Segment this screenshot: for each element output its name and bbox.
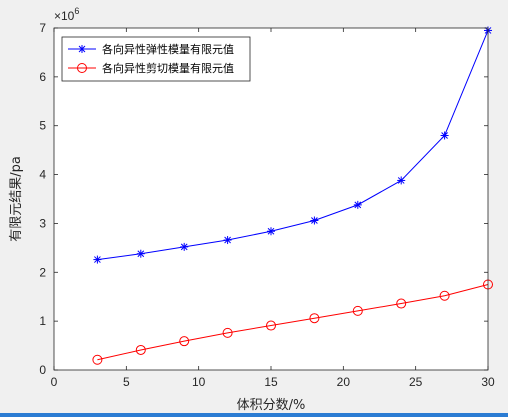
marker-stroke: [441, 132, 448, 139]
y-tick-label: 4: [39, 168, 46, 182]
data-point: [92, 354, 103, 365]
y-tick-label: 5: [39, 119, 46, 133]
marker-stroke: [311, 217, 318, 224]
y-tick-label: 1: [39, 314, 46, 328]
y-axis-label: 有限元结果/pa: [9, 156, 24, 242]
plot-area: [54, 28, 488, 370]
data-point: [266, 320, 276, 331]
x-tick-label: 0: [51, 375, 58, 389]
x-tick-label: 25: [409, 375, 423, 389]
data-point: [93, 255, 102, 264]
data-point: [222, 327, 233, 338]
series-1: [93, 26, 492, 264]
y-tick-label: 0: [39, 363, 46, 377]
legend-label: 各向异性弹性模量有限元值: [102, 42, 234, 56]
data-point: [439, 290, 450, 301]
marker-stroke: [137, 250, 145, 258]
y-tick-label: 7: [39, 21, 46, 35]
legend-item: 各向异性剪切模量有限元值: [68, 61, 234, 75]
legend-box: [61, 36, 251, 82]
x-tick-label: 5: [123, 375, 130, 389]
data-point: [223, 236, 232, 245]
data-point: [352, 305, 363, 316]
window-bottom-border: [0, 413, 508, 417]
x-tick-label: 15: [264, 375, 278, 389]
legend-marker: [77, 63, 87, 73]
data-point: [180, 242, 189, 251]
x-tick-label: 20: [337, 375, 351, 389]
data-point: [135, 344, 146, 355]
ticks-layer: 0 5 10 15 20 25 30 0 1 2 3 4 5 6 7: [39, 21, 495, 389]
series-line: [97, 30, 489, 261]
y-exponent-label: ×106: [54, 6, 79, 23]
legend-label: 各向异性剪切模量有限元值: [102, 61, 234, 75]
data-point: [309, 313, 320, 324]
marker-stroke: [180, 243, 188, 251]
legend-marker: [78, 45, 86, 53]
data-point: [136, 249, 145, 258]
marker-stroke: [94, 256, 101, 263]
y-tick-label: 6: [39, 70, 46, 84]
marker-stroke: [267, 227, 275, 235]
y-tick-label: 3: [39, 216, 46, 230]
marker-stroke: [224, 236, 231, 244]
data-point: [440, 131, 449, 140]
legend-item: 各向异性弹性模量有限元值: [68, 42, 234, 56]
x-tick-label: 10: [192, 375, 206, 389]
marker-stroke: [354, 201, 362, 209]
data-point: [397, 176, 406, 185]
data-point: [353, 200, 362, 209]
marker-stroke: [397, 177, 405, 184]
marker-stroke: [78, 45, 86, 53]
x-tick-label: 30: [481, 375, 495, 389]
data-point: [267, 227, 275, 236]
series-layer: [92, 26, 493, 365]
series-line: [97, 284, 489, 361]
data-point: [396, 298, 407, 309]
x-axis-label: 体积分数/%: [237, 398, 306, 413]
y-tick-label: 2: [39, 265, 46, 279]
data-point: [179, 336, 190, 347]
data-point: [310, 216, 319, 225]
